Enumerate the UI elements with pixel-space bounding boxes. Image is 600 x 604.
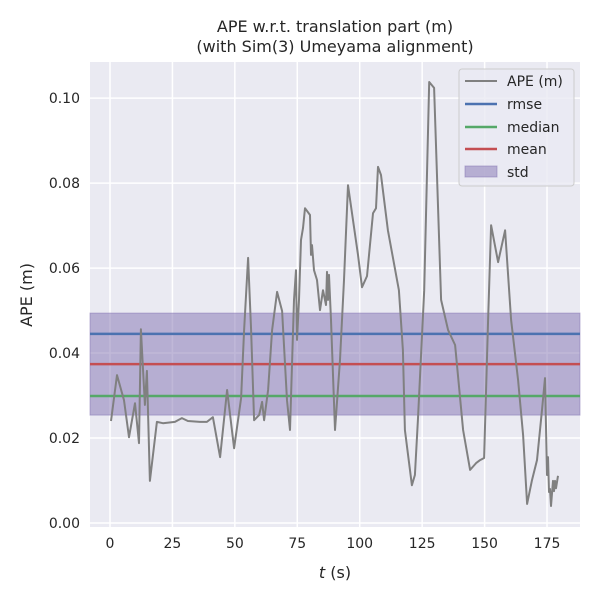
y-tick-label: 0.02 [49,431,80,447]
legend-std-label: std [507,165,529,181]
x-axis-label: t (s) [319,563,351,582]
chart-title: APE w.r.t. translation part (m) [217,17,453,36]
x-axis-label-unit: (s) [325,563,351,582]
x-axis-label-var: t [319,563,326,582]
x-tick-label: 75 [288,536,306,552]
legend: APE (m) rmse median mean std [458,68,575,187]
legend-mean-label: mean [507,142,547,158]
legend-box [458,68,575,187]
y-tick-label: 0.10 [49,91,80,107]
x-tick-label: 50 [226,536,244,552]
legend-std-swatch [464,165,498,178]
x-tick-label: 100 [346,536,373,552]
chart-subtitle: (with Sim(3) Umeyama alignment) [196,37,473,56]
x-tick-label: 125 [409,536,436,552]
x-tick-label: 0 [106,536,115,552]
legend-rmse-label: rmse [507,97,542,113]
x-tick-label: 25 [164,536,182,552]
x-tick-label: 150 [471,536,498,552]
y-axis-label: APE (m) [17,263,36,327]
y-tick-label: 0.04 [49,346,80,362]
x-tick-label: 175 [534,536,561,552]
y-tick-label: 0.08 [49,176,80,192]
y-tick-label: 0.00 [49,516,80,532]
legend-ape-label: APE (m) [507,74,563,90]
legend-median-label: median [507,120,559,136]
y-tick-label: 0.06 [49,261,80,277]
ape-series-line [110,81,559,507]
